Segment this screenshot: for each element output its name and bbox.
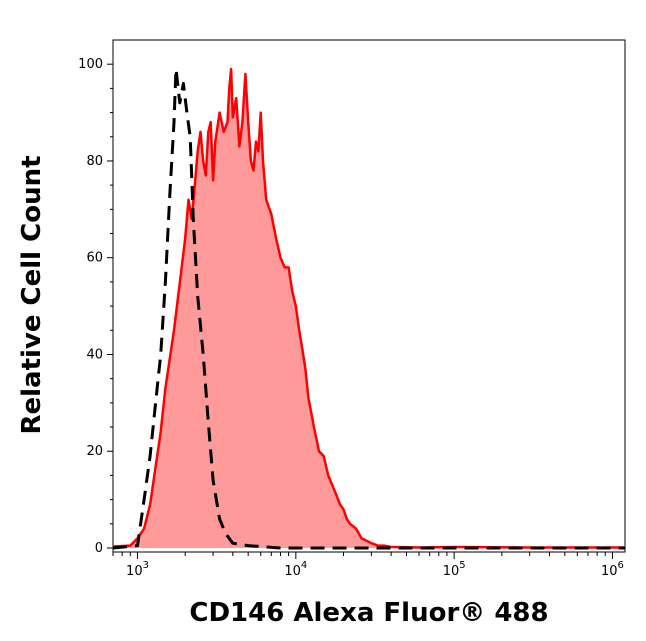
y-tick-label-80: 80	[86, 154, 103, 169]
x-tick-label-4: 104	[284, 560, 307, 579]
y-tick-label-20: 20	[86, 444, 103, 459]
y-tick-label-40: 40	[86, 347, 103, 362]
series-0-fill	[113, 69, 625, 548]
y-tick-label-60: 60	[86, 251, 103, 266]
x-tick-label-5: 105	[443, 560, 466, 579]
y-tick-label-100: 100	[78, 57, 103, 72]
y-axis-title: Relative Cell Count	[17, 155, 47, 434]
x-tick-label-6: 106	[601, 560, 624, 579]
series-0-line	[112, 67, 625, 549]
series-layer	[112, 67, 625, 550]
x-axis-title: CD146 Alexa Fluor® 488	[189, 598, 548, 628]
ticks-layer: 020406080100101102103104105106	[78, 57, 624, 579]
y-tick-label-0: 0	[95, 541, 103, 556]
x-tick-label-3: 103	[126, 560, 149, 579]
